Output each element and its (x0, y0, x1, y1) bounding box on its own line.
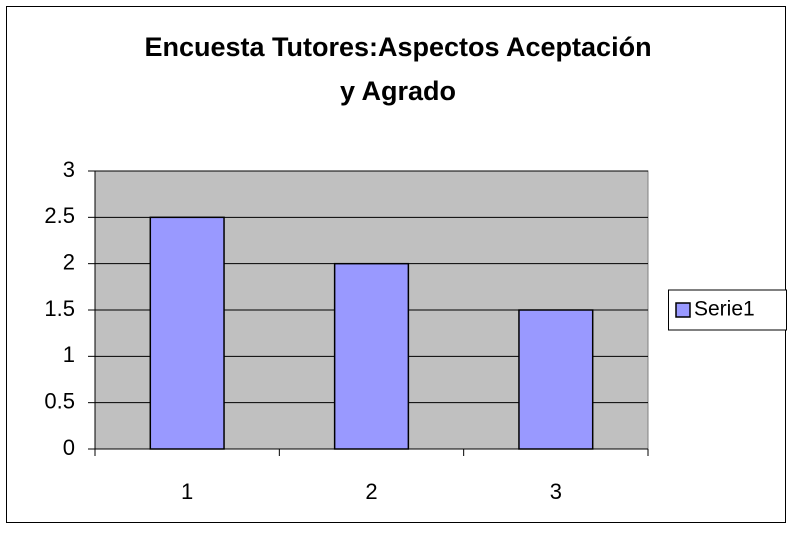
y-tick-label: 0 (63, 435, 75, 460)
bar (518, 309, 594, 450)
y-tick-label: 1 (63, 342, 75, 367)
x-tick-label: 2 (365, 479, 377, 504)
chart-title: Encuesta Tutores:Aspectos Aceptación (144, 32, 651, 62)
y-tick-label: 2.5 (44, 203, 75, 228)
bar (149, 216, 225, 450)
x-tick-label: 1 (181, 479, 193, 504)
y-tick-label: 1.5 (44, 296, 75, 321)
y-tick-label: 3 (63, 157, 75, 182)
legend-label: Serie1 (694, 298, 755, 321)
y-tick-label: 2 (63, 249, 75, 274)
bar (333, 262, 410, 450)
chart-title: y Agrado (340, 76, 456, 106)
y-tick-label: 0.5 (44, 388, 75, 413)
x-tick-label: 3 (550, 479, 562, 504)
legend-swatch (675, 302, 691, 318)
